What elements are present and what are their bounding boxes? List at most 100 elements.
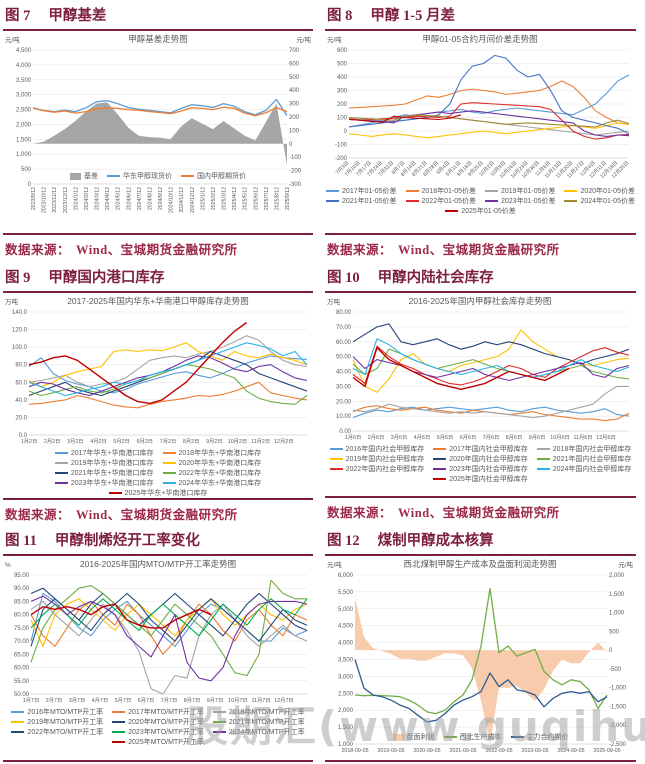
svg-text:2018-09-05: 2018-09-05 [341, 748, 368, 754]
svg-text:4,500: 4,500 [338, 624, 354, 630]
svg-text:2023/12/12: 2023/12/12 [63, 187, 69, 213]
svg-text:2月6日: 2月6日 [368, 434, 385, 441]
legend-swatch [329, 458, 343, 461]
svg-text:5月2日: 5月2日 [113, 438, 130, 445]
svg-text:%: % [5, 562, 11, 569]
footer-rule [325, 760, 636, 762]
svg-text:80.00: 80.00 [336, 310, 352, 316]
svg-text:11月6日: 11月6日 [573, 434, 592, 441]
legend-item: 2022年国内社会甲醇库存 [329, 465, 424, 474]
legend-label: 2018年MTO/MTP开工率 [228, 709, 305, 716]
svg-text:200: 200 [337, 102, 348, 108]
legend-swatch [54, 482, 68, 485]
svg-text:1,000: 1,000 [16, 152, 32, 158]
legend-item: 2018年01-05价差 [405, 187, 476, 196]
legend: 2016年国内社会甲醇库存 2017年国内社会甲醇库存 2018年国内社会甲醇库存 2… [325, 445, 636, 484]
svg-text:300: 300 [337, 89, 348, 95]
legend-label: 2018年华东+华南港口库存 [178, 450, 262, 457]
data-source: 数据来源： Wind、宝城期货金融研究所 [325, 233, 636, 260]
svg-text:9月2日: 9月2日 [206, 438, 223, 445]
data-source-text: Wind、宝城期货金融研究所 [76, 508, 238, 522]
legend-item: 2017年国内社会甲醇库存 [433, 445, 528, 454]
svg-text:600: 600 [289, 61, 300, 67]
svg-text:元/吨: 元/吨 [5, 35, 20, 44]
svg-text:500: 500 [21, 167, 32, 173]
legend-label: 2024年MTO/MTP开工率 [228, 729, 305, 736]
svg-text:10月6日: 10月6日 [550, 434, 569, 441]
svg-text:4月7日: 4月7日 [92, 697, 109, 704]
svg-text:4,000: 4,000 [16, 63, 32, 69]
legend-label: 2023年MTO/MTP开工率 [128, 729, 204, 736]
svg-text:40.00: 40.00 [336, 370, 352, 376]
chart-canvas: 2016-2025年国内甲醇社会库存走势图 万吨 0.00 10.00 20.00 30.… [327, 296, 630, 441]
svg-text:2025/3/12: 2025/3/12 [222, 187, 228, 210]
legend-item: 2021年国内社会甲醇库存 [536, 455, 631, 464]
legend-item: 2023年华东+华南港口库存 [54, 479, 154, 488]
legend-swatch [11, 731, 25, 734]
svg-text:2024/9/12: 2024/9/12 [158, 187, 164, 210]
svg-text:-200: -200 [289, 169, 302, 175]
svg-text:2月7日: 2月7日 [46, 697, 63, 704]
svg-text:300: 300 [289, 102, 300, 108]
svg-text:2024/6/12: 2024/6/12 [126, 187, 132, 210]
legend-swatch [108, 492, 122, 495]
svg-text:50.00: 50.00 [14, 692, 30, 698]
figure-8-caption: 图 8 甲醇 1-5 月差 [325, 2, 636, 31]
legend-label: 盘面利润 [406, 734, 435, 741]
svg-text:西北煤制甲醇生产成本及盘面利润走势图: 西北煤制甲醇生产成本及盘面利润走势图 [403, 559, 556, 569]
svg-text:10月7日: 10月7日 [228, 697, 247, 704]
svg-text:3,000: 3,000 [338, 674, 354, 680]
legend-label: 2022年MTO/MTP开工率 [27, 729, 104, 736]
legend-item: 2020年华东+华南港口库存 [162, 459, 261, 468]
svg-text:5月6日: 5月6日 [437, 434, 454, 441]
svg-text:1月2日: 1月2日 [21, 438, 38, 445]
legend-swatch [536, 448, 550, 451]
legend-item: 2019年01-05价差 [485, 187, 555, 196]
figure-12: 图 12 煤制甲醇成本核算 西北煤制甲醇生产成本及盘面利润走势图 元/吨 元/吨 1,0… [322, 525, 645, 764]
legend-label: 2020年01-05价差 [580, 188, 635, 195]
svg-text:200: 200 [289, 115, 300, 121]
legend-label: 西北生产成本 [459, 734, 502, 741]
svg-text:1,500: 1,500 [16, 137, 32, 143]
legend-item: 2025年01-05价差 [445, 207, 516, 216]
svg-text:2019-09-05: 2019-09-05 [377, 748, 404, 754]
svg-text:70.00: 70.00 [336, 325, 352, 331]
figure-number: 图 8 [327, 8, 353, 24]
svg-text:500: 500 [609, 629, 620, 635]
legend-label: 2024年01-05价差 [580, 198, 635, 205]
legend-label: 2025年01-05价差 [461, 208, 516, 215]
legend-swatch [70, 172, 81, 180]
svg-text:6月6日: 6月6日 [460, 434, 477, 441]
legend-swatch [329, 468, 343, 471]
svg-text:65.00: 65.00 [14, 652, 30, 658]
legend-item: 2022年MTO/MTP开工率 [11, 728, 103, 737]
figure-number: 图 10 [327, 270, 360, 286]
svg-text:2,000: 2,000 [609, 573, 625, 579]
svg-text:400: 400 [337, 75, 348, 81]
svg-text:-2,500: -2,500 [609, 742, 627, 748]
svg-text:11月7日: 11月7日 [251, 697, 270, 704]
chart-methanol-basis: 甲醇基差走势图 元/吨 元/吨 0 500 1,000 1,500 2,000 2,500 3,0… [3, 34, 313, 233]
chart-canvas: 甲醇基差走势图 元/吨 元/吨 0 500 1,000 1,500 2,000 2,500 3,0… [5, 34, 311, 213]
legend-swatch [445, 210, 459, 213]
legend-item: 盘面利润 [392, 733, 435, 742]
legend-item: 2022年华东+华南港口库存 [162, 469, 261, 478]
svg-text:90.00: 90.00 [14, 586, 30, 592]
legend-label: 国内甲醇期货价 [197, 173, 246, 180]
legend-item: 2025年MTO/MTP开工率 [112, 738, 204, 747]
legend-swatch [112, 731, 126, 734]
svg-text:2025/7/12: 2025/7/12 [264, 187, 270, 210]
legend-label: 2016年国内社会甲醇库存 [345, 446, 425, 453]
legend-item: 西北生产成本 [443, 733, 502, 742]
svg-text:12月7日: 12月7日 [274, 697, 293, 704]
figure-7: 图 7 甲醇基差 甲醇基差走势图 元/吨 元/吨 0 500 1,000 1,500 2,000… [0, 0, 322, 262]
legend-item: 2017年01-05价差 [326, 187, 397, 196]
svg-text:0: 0 [289, 142, 293, 148]
svg-text:6月7日: 6月7日 [138, 697, 155, 704]
legend-item: 2024年MTO/MTP开工率 [212, 728, 305, 737]
figure-number: 图 9 [5, 270, 31, 286]
svg-text:2024/1/12: 2024/1/12 [73, 187, 79, 210]
svg-text:万吨: 万吨 [327, 297, 341, 306]
legend-item: 2024年华东+华南港口库存 [162, 479, 261, 488]
figure-7-caption: 图 7 甲醇基差 [3, 2, 313, 31]
